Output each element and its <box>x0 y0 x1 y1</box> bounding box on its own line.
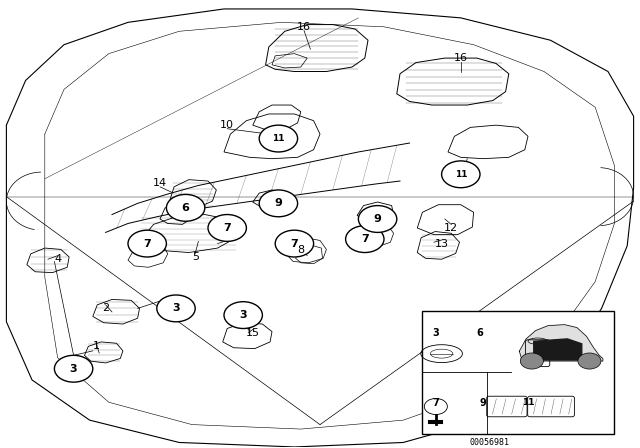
Circle shape <box>358 206 397 233</box>
Text: 9: 9 <box>275 198 282 208</box>
Text: 11: 11 <box>522 398 535 407</box>
Circle shape <box>259 125 298 152</box>
Text: 16: 16 <box>454 53 468 63</box>
Circle shape <box>166 194 205 221</box>
Text: 3: 3 <box>172 303 180 314</box>
Text: 7: 7 <box>291 239 298 249</box>
Text: 9: 9 <box>480 398 487 408</box>
Circle shape <box>224 302 262 328</box>
Text: 5: 5 <box>192 252 198 262</box>
Text: 7: 7 <box>361 234 369 244</box>
Circle shape <box>157 295 195 322</box>
Text: 9: 9 <box>374 214 381 224</box>
Text: 11: 11 <box>272 134 285 143</box>
Circle shape <box>128 230 166 257</box>
Circle shape <box>520 353 543 369</box>
Text: 1: 1 <box>93 341 99 351</box>
Text: 6: 6 <box>182 203 189 213</box>
Circle shape <box>578 353 601 369</box>
Circle shape <box>259 190 298 217</box>
Text: 3: 3 <box>239 310 247 320</box>
Text: 16: 16 <box>297 22 311 32</box>
Text: 15: 15 <box>246 328 260 338</box>
Text: 12: 12 <box>444 223 458 233</box>
Text: 13: 13 <box>435 239 449 249</box>
Circle shape <box>208 215 246 241</box>
Text: 3: 3 <box>70 364 77 374</box>
Text: 3: 3 <box>432 328 439 338</box>
Text: 10: 10 <box>220 120 234 130</box>
Text: 7: 7 <box>432 398 439 408</box>
Text: 11: 11 <box>454 170 467 179</box>
Text: 2: 2 <box>102 303 109 314</box>
Circle shape <box>54 355 93 382</box>
Circle shape <box>275 230 314 257</box>
Text: 00056981: 00056981 <box>470 438 509 447</box>
Text: 7: 7 <box>143 239 151 249</box>
Circle shape <box>346 226 384 253</box>
Text: 4: 4 <box>54 254 61 264</box>
Polygon shape <box>520 325 603 361</box>
Text: 14: 14 <box>153 178 167 188</box>
Bar <box>422 310 614 434</box>
Polygon shape <box>534 339 582 360</box>
Text: 8: 8 <box>297 246 305 255</box>
Text: 6: 6 <box>476 328 483 338</box>
Circle shape <box>442 161 480 188</box>
Text: 7: 7 <box>223 223 231 233</box>
